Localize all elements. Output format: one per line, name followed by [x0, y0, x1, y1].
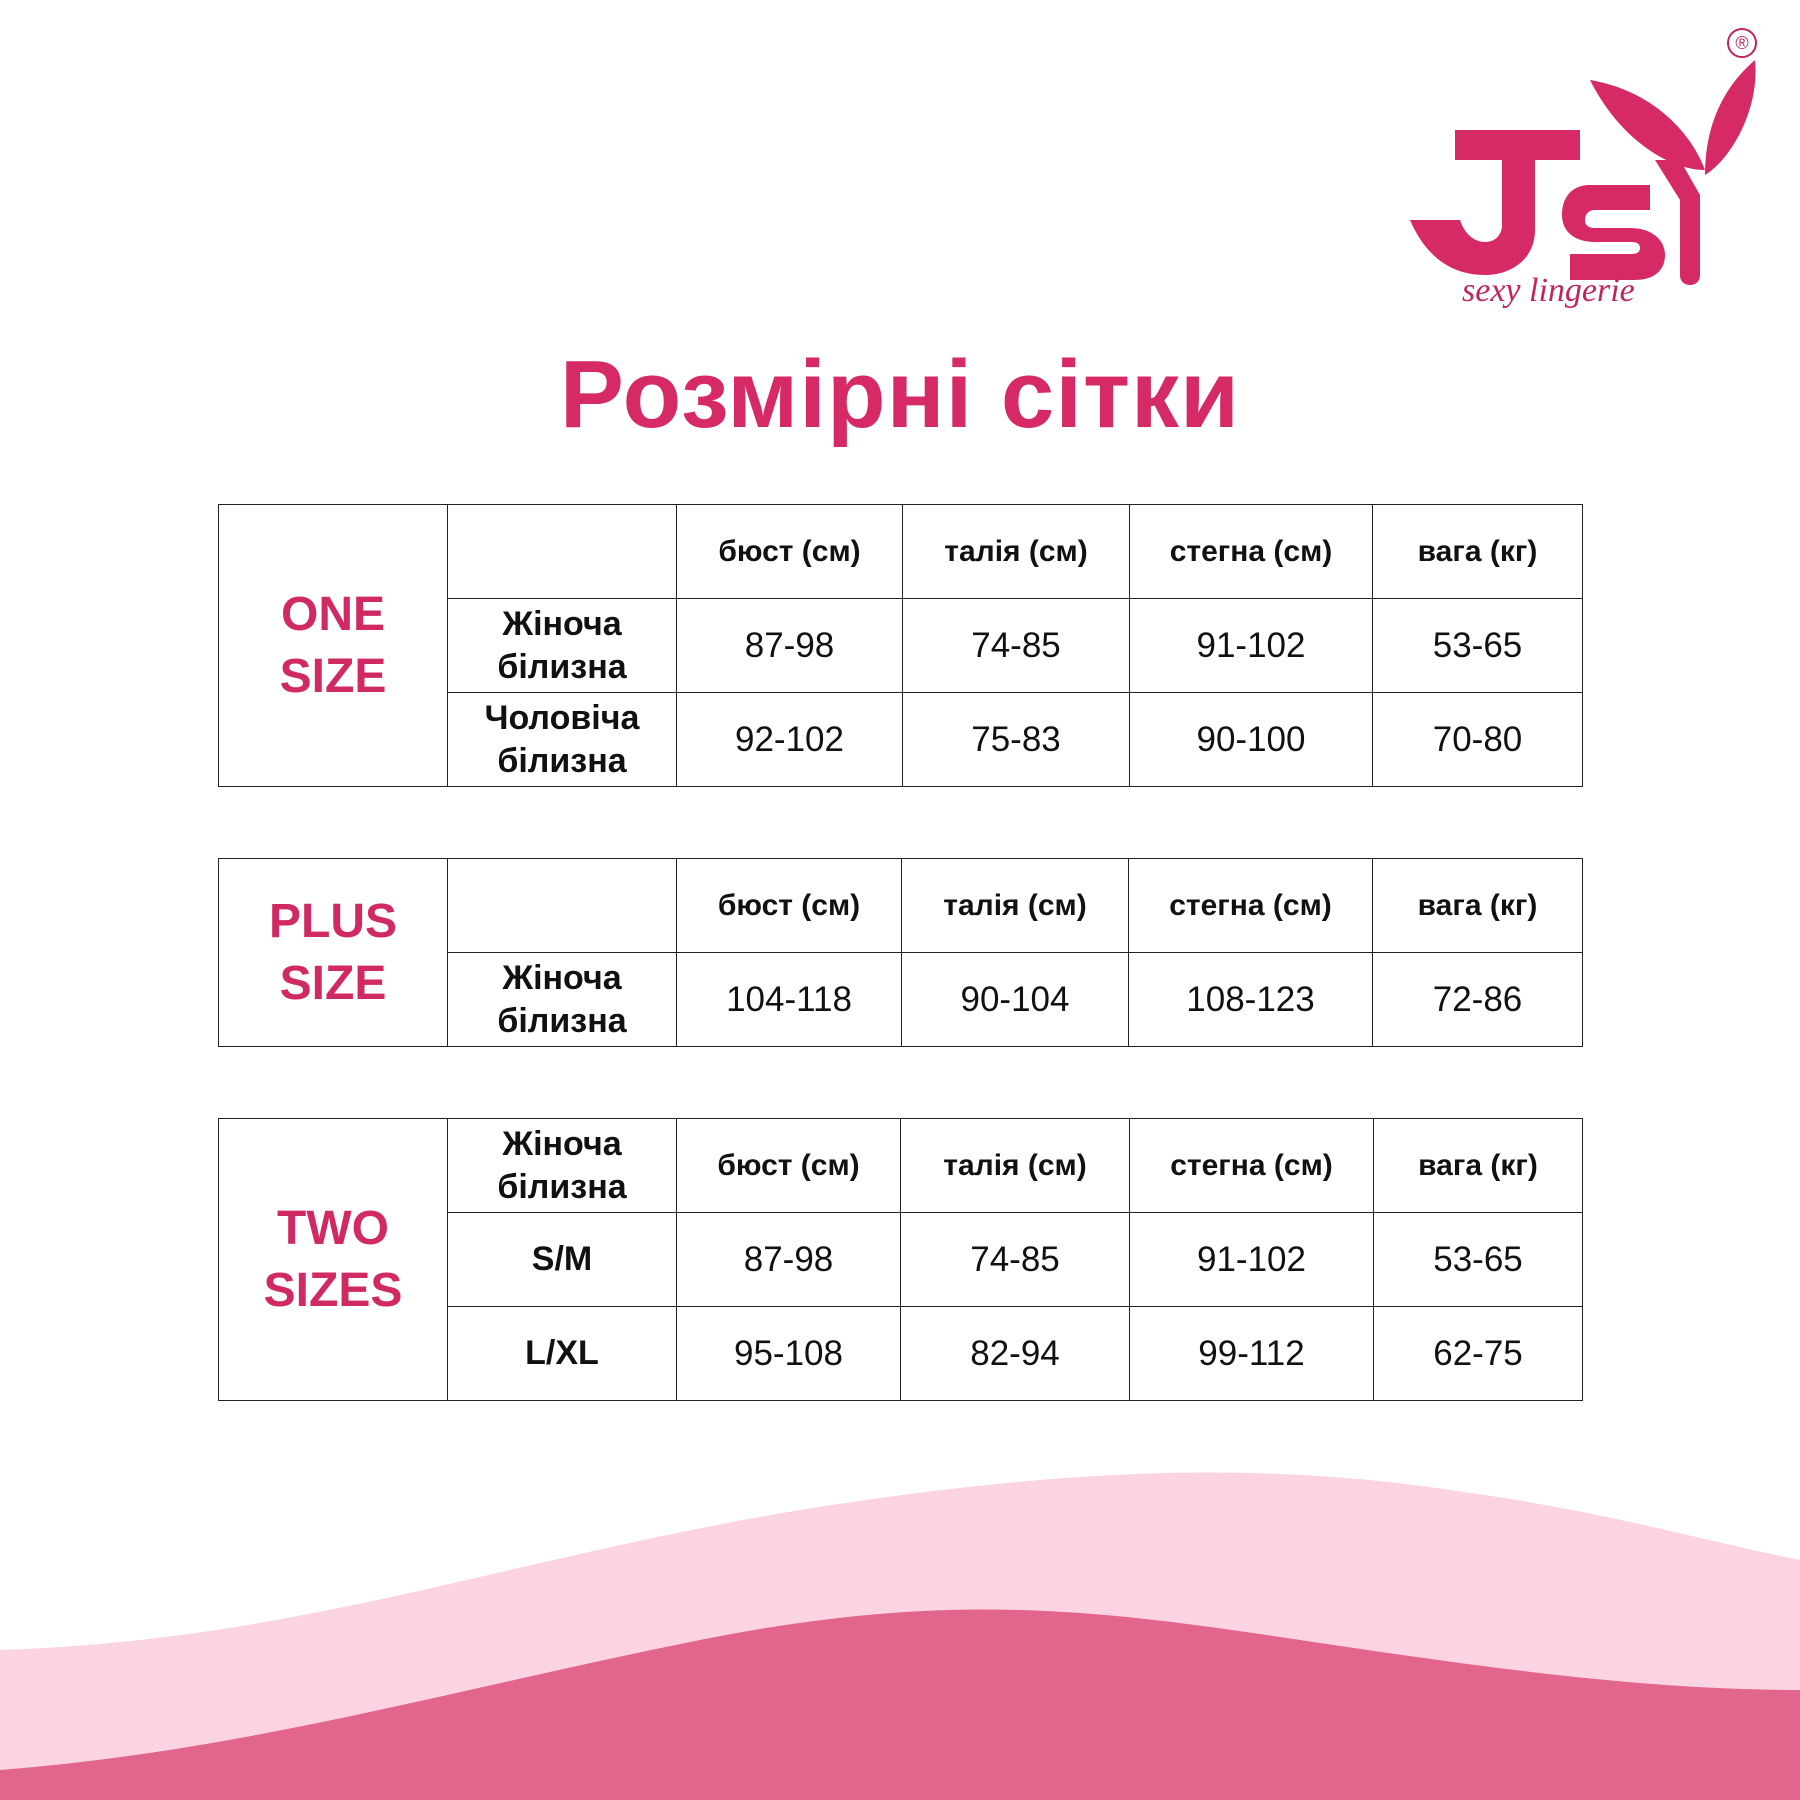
table-row: L/XL 95-108 82-94 99-112 62-75: [219, 1306, 1583, 1401]
jsy-logo: [1410, 60, 1756, 285]
col-bust: бюст (см): [676, 504, 903, 599]
cell: 72-86: [1372, 952, 1583, 1047]
decorative-waves: [0, 1472, 1800, 1800]
col-bust: бюст (см): [676, 858, 902, 953]
cell: 82-94: [900, 1306, 1130, 1401]
header-label: Жіноча білизна: [447, 1118, 677, 1213]
table-row: Жіноча білизна 104-118 90-104 108-123 72-…: [219, 952, 1583, 1047]
col-weight: вага (кг): [1372, 504, 1583, 599]
row-label: Чоловіча білизна: [447, 692, 677, 787]
cell: 91-102: [1129, 598, 1373, 693]
logo-letter-j: [1410, 130, 1580, 275]
cell: 90-100: [1129, 692, 1373, 787]
cell: 90-104: [901, 952, 1129, 1047]
logo-leaf-right: [1705, 60, 1756, 175]
logo-letter-s: [1562, 185, 1665, 280]
cell: 95-108: [676, 1306, 901, 1401]
col-bust: бюст (см): [676, 1118, 901, 1213]
col-weight: вага (кг): [1372, 858, 1583, 953]
size-table-two-sizes: TWO SIZES Жіноча білизна бюст (см) талія (…: [218, 1118, 1583, 1401]
cell: 74-85: [900, 1212, 1130, 1307]
row-label: Жіноча білизна: [447, 598, 677, 693]
logo-tagline: sexy lingerie: [1462, 272, 1635, 309]
row-label: L/XL: [447, 1306, 677, 1401]
cell: 74-85: [902, 598, 1130, 693]
row-label: S/M: [447, 1212, 677, 1307]
cell: 87-98: [676, 598, 903, 693]
size-table-one-size: ONE SIZE бюст (см) талія (см) стегна (см)…: [218, 504, 1583, 787]
logo-leaf-left: [1590, 80, 1705, 170]
cell: 92-102: [676, 692, 903, 787]
group-label: ONE SIZE: [218, 504, 448, 787]
col-hips: стегна (см): [1128, 858, 1373, 953]
table-row: Чоловіча білизна 92-102 75-83 90-100 70-8…: [219, 692, 1583, 787]
cell: 53-65: [1373, 1212, 1583, 1307]
page-title: Розмірні сітки: [559, 341, 1241, 448]
row-label: Жіноча білизна: [447, 952, 677, 1047]
header-blank: [447, 858, 677, 953]
cell: 75-83: [902, 692, 1130, 787]
cell: 99-112: [1129, 1306, 1374, 1401]
registered-mark: ®: [1727, 28, 1757, 58]
cell: 53-65: [1372, 598, 1583, 693]
size-table-plus-size: PLUS SIZE бюст (см) талія (см) стегна (см…: [218, 858, 1583, 1047]
group-label: PLUS SIZE: [218, 858, 448, 1047]
cell: 104-118: [676, 952, 902, 1047]
col-hips: стегна (см): [1129, 504, 1373, 599]
cell: 91-102: [1129, 1212, 1374, 1307]
col-waist: талія (см): [902, 504, 1130, 599]
cell: 70-80: [1372, 692, 1583, 787]
table-row: S/M 87-98 74-85 91-102 53-65: [219, 1212, 1583, 1307]
col-waist: талія (см): [900, 1118, 1130, 1213]
table-row: Жіноча білизна 87-98 74-85 91-102 53-65: [219, 598, 1583, 693]
cell: 62-75: [1373, 1306, 1583, 1401]
group-label: TWO SIZES: [218, 1118, 448, 1401]
col-weight: вага (кг): [1373, 1118, 1583, 1213]
col-waist: талія (см): [901, 858, 1129, 953]
header-blank: [447, 504, 677, 599]
col-hips: стегна (см): [1129, 1118, 1374, 1213]
wave-dark: [0, 1609, 1800, 1800]
logo-letter-y: [1655, 160, 1700, 285]
cell: 87-98: [676, 1212, 901, 1307]
cell: 108-123: [1128, 952, 1373, 1047]
